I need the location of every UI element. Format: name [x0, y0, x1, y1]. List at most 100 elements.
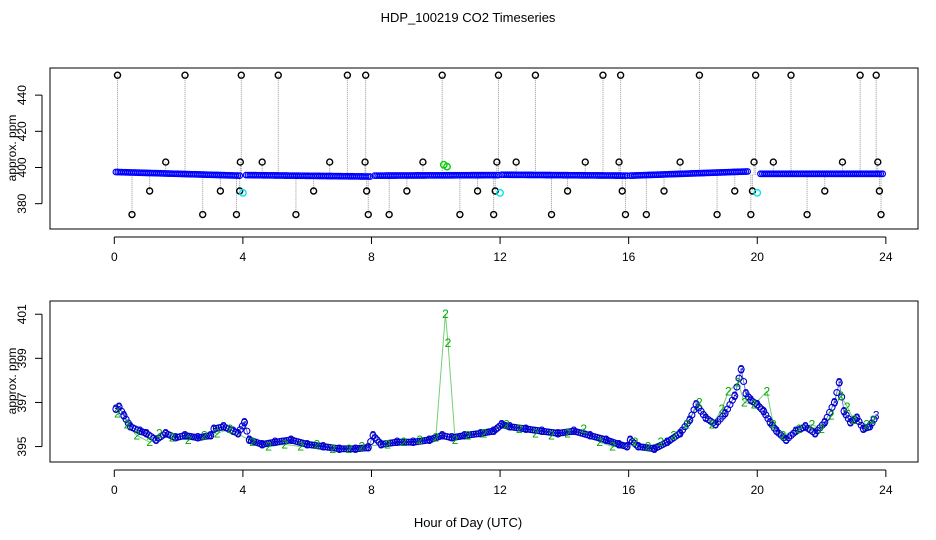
- data-marker: 2: [719, 402, 726, 416]
- data-point-black: [237, 71, 245, 79]
- data-marker: 3: [182, 429, 189, 443]
- data-marker: 2: [156, 426, 163, 440]
- data-marker: 3: [783, 433, 790, 447]
- data-marker: 2: [863, 418, 870, 432]
- data-marker: 3: [153, 433, 160, 447]
- data-point-blue: [207, 431, 215, 440]
- top-plot-points: [112, 71, 887, 219]
- data-point-black: [750, 158, 758, 166]
- data-point-blue: [833, 388, 841, 397]
- data-marker: 2: [124, 418, 131, 432]
- data-point-blue: [853, 414, 861, 422]
- data-point-black: [751, 71, 760, 79]
- data-marker: 2: [838, 389, 845, 403]
- data-point-blue: [830, 398, 838, 407]
- bottom-y-axis: 395 397 399 401: [15, 304, 43, 457]
- data-marker: 2: [169, 431, 176, 445]
- data-marker: 3: [812, 426, 819, 440]
- data-point-black: [325, 158, 334, 166]
- data-marker: 2: [645, 440, 652, 454]
- data-point-black: [493, 158, 501, 166]
- data-point-blue: [842, 411, 850, 419]
- data-marker: 3: [754, 398, 761, 412]
- data-point-black: [747, 210, 755, 219]
- data-marker: 2: [227, 422, 234, 436]
- data-point-black: [563, 187, 572, 195]
- data-point-blue: [402, 438, 410, 446]
- data-point-blue: [762, 411, 770, 419]
- data-point-black: [618, 187, 626, 195]
- data-point-blue: [349, 445, 357, 453]
- data-marker: 2: [596, 435, 603, 449]
- data-point-black: [713, 210, 721, 219]
- data-marker: 2: [481, 426, 488, 440]
- data-marker: 3: [693, 398, 700, 412]
- data-point-highlight: [443, 162, 451, 171]
- data-point-black: [438, 71, 446, 79]
- data-point-black: [489, 210, 498, 219]
- data-point-black: [787, 71, 795, 79]
- data-marker: 3: [767, 415, 774, 429]
- data-point-black: [361, 158, 369, 166]
- data-marker: 3: [760, 404, 767, 418]
- data-marker: 3: [792, 424, 799, 438]
- data-point-black: [599, 71, 607, 79]
- data-point-blue: [632, 441, 640, 449]
- data-point-blue: [122, 415, 130, 423]
- data-marker: 3: [866, 420, 873, 434]
- data-marker: 3: [821, 415, 828, 429]
- data-marker: 3: [522, 422, 529, 436]
- bottom-plot-frame: [49, 300, 919, 463]
- data-point-blue: [243, 427, 251, 435]
- data-marker: 3: [731, 389, 738, 403]
- data-point-black: [403, 187, 411, 195]
- data-point-black: [642, 210, 651, 219]
- data-marker: 2: [741, 395, 748, 409]
- data-marker: 3: [211, 422, 218, 436]
- data-marker: 3: [664, 435, 671, 449]
- data-point-black: [216, 187, 225, 195]
- data-point-black: [821, 187, 829, 195]
- data-marker: 3: [616, 437, 623, 451]
- top-x-tick-label: 16: [622, 250, 636, 264]
- data-marker: 2: [844, 400, 851, 414]
- data-marker: 3: [378, 437, 385, 451]
- data-point-blue: [120, 412, 128, 420]
- data-marker: 2: [735, 376, 742, 390]
- data-point-blue: [238, 422, 246, 430]
- data-marker: 3: [539, 424, 546, 438]
- data-marker: 2: [632, 435, 639, 449]
- data-marker: 3: [394, 435, 401, 449]
- data-marker: 3: [743, 387, 750, 401]
- data-point-black: [181, 71, 189, 79]
- data-point-black: [547, 210, 556, 219]
- data-marker: 2: [432, 431, 439, 445]
- data-marker: 3: [352, 442, 359, 456]
- top-x-tick-label: 0: [111, 250, 118, 264]
- bottom-x-tick-label: 20: [751, 483, 765, 497]
- top-y-tick-label: 400: [15, 157, 29, 177]
- data-point-blue: [838, 393, 846, 401]
- data-point-blue: [731, 392, 739, 400]
- data-marker: 2: [185, 433, 192, 447]
- data-point-black: [343, 71, 352, 79]
- data-point-black: [676, 158, 684, 166]
- data-marker: 3: [587, 429, 594, 443]
- data-point-black: [232, 210, 241, 219]
- data-marker: 2: [532, 426, 539, 440]
- data-marker: 2: [346, 442, 353, 456]
- data-marker: 2: [503, 418, 510, 432]
- top-panel: 0 4 8 12 16 20 24 380 400 420 440 approx. ppm: [5, 67, 919, 264]
- data-marker: 2: [516, 422, 523, 436]
- data-marker: 3: [195, 431, 202, 445]
- data-point-black: [258, 158, 266, 166]
- x-axis-label: Hour of Day (UTC): [414, 515, 522, 530]
- data-marker: 2: [442, 307, 449, 321]
- bottom-x-tick-label: 4: [240, 483, 247, 497]
- data-marker: 3: [712, 418, 719, 432]
- data-marker: 3: [506, 420, 513, 434]
- data-marker: 3: [802, 420, 809, 434]
- data-marker: 3: [230, 424, 237, 438]
